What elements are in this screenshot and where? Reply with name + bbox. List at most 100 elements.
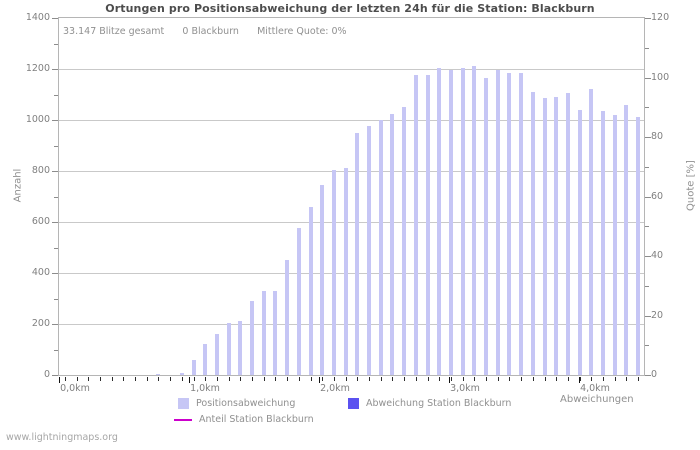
x-axis-tick <box>579 377 581 381</box>
x-axis-tick <box>603 377 605 381</box>
x-axis-tick <box>135 377 137 381</box>
bar <box>378 120 383 375</box>
legend-item[interactable]: Positionsabweichung <box>178 398 295 409</box>
gridline <box>59 273 644 274</box>
bar <box>589 89 594 375</box>
legend-swatch-icon <box>348 398 359 409</box>
x-axis-tick <box>345 377 347 381</box>
bar <box>519 72 524 375</box>
x-axis-tick <box>170 377 172 381</box>
x-axis-tick <box>88 377 90 381</box>
y-axis-left-tick-minor <box>54 298 58 300</box>
y-axis-right-tick-minor <box>645 285 649 287</box>
y-axis-left-tick-major <box>52 120 58 121</box>
bar <box>577 109 582 375</box>
y-axis-right-tick-minor <box>645 107 649 109</box>
bar <box>367 126 372 375</box>
x-axis-tick-major <box>579 377 580 383</box>
x-axis-tick <box>626 377 628 381</box>
y-axis-right-tick-major <box>645 77 651 79</box>
bar <box>179 372 184 375</box>
y-axis-left-tick-minor <box>54 349 58 351</box>
y-axis-right-label: 100 <box>651 71 670 83</box>
bar <box>273 290 278 375</box>
y-axis-right-tick-minor <box>645 226 649 228</box>
y-axis-left-label: 1000 <box>25 114 50 125</box>
bar <box>472 66 477 375</box>
y-axis-left-tick-major <box>52 324 58 325</box>
bar <box>156 373 161 375</box>
bar <box>507 72 512 375</box>
y-axis-right-tick-major <box>645 196 651 198</box>
y-axis-left-tick-major <box>52 69 58 70</box>
x-axis-tick <box>275 377 277 381</box>
y-axis-left-tick-major <box>52 171 58 172</box>
gridline <box>59 69 644 70</box>
y-axis-right-label: 80 <box>651 131 664 142</box>
x-axis-tick <box>181 377 183 381</box>
bar <box>402 107 407 375</box>
x-axis-tick <box>205 377 207 381</box>
x-axis-tick <box>322 377 324 381</box>
y-axis-left-label: 600 <box>31 216 50 227</box>
x-axis-tick <box>216 377 218 381</box>
bar <box>437 67 442 375</box>
plot-area: 33.147 Blitze gesamt 0 Blackburn Mittler… <box>58 17 645 376</box>
bar <box>191 359 196 375</box>
y-axis-left-tick-major <box>52 18 58 19</box>
y-axis-right-label: 0 <box>651 369 658 380</box>
x-axis-tick <box>64 377 66 381</box>
y-axis-left-tick-minor <box>54 145 58 147</box>
x-axis-tick-major <box>59 377 60 383</box>
y-axis-left-label: 400 <box>31 267 50 278</box>
x-axis-label: 3,0km <box>450 383 480 394</box>
x-axis-tick <box>392 377 394 381</box>
x-axis-tick <box>532 377 534 381</box>
y-axis-left-title: Anzahl <box>12 168 24 203</box>
bar <box>203 344 208 375</box>
x-axis-tick <box>287 377 289 381</box>
y-axis-left-tick-minor <box>54 196 58 198</box>
bar <box>296 228 301 375</box>
y-axis-left-tick-minor <box>54 43 58 45</box>
legend-item[interactable]: Abweichung Station Blackburn <box>348 398 511 409</box>
bar <box>542 98 547 375</box>
x-axis-tick-major <box>189 377 190 383</box>
y-axis-left-label: 0 <box>43 369 50 380</box>
y-axis-left-tick-major <box>52 222 58 223</box>
footer-watermark: www.lightningmaps.org <box>6 432 118 443</box>
x-axis-tick <box>474 377 476 381</box>
bar <box>226 322 231 375</box>
x-axis-tick <box>404 377 406 381</box>
bar <box>554 97 559 375</box>
y-axis-right-label: 120 <box>651 12 670 23</box>
y-axis-right-tick-major <box>645 315 651 317</box>
x-axis-tick <box>497 377 499 381</box>
x-axis-tick <box>638 377 640 381</box>
bar <box>285 260 290 375</box>
y-axis-left-label: 1200 <box>25 63 50 74</box>
bar <box>636 117 641 375</box>
x-axis-tick <box>357 377 359 381</box>
y-axis-right-tick-minor <box>645 345 649 347</box>
bar <box>413 75 418 375</box>
y-axis-right-label: 40 <box>651 250 664 261</box>
x-axis-tick <box>158 377 160 381</box>
y-axis-right-label: 60 <box>651 190 664 202</box>
gridline <box>59 171 644 172</box>
y-axis-right-title: Quote [%] <box>685 160 697 211</box>
y-axis-left-tick-minor <box>54 247 58 249</box>
bar <box>355 132 360 375</box>
bar <box>460 67 465 375</box>
x-axis-tick-major <box>319 377 320 383</box>
bar <box>530 91 535 375</box>
bar <box>238 321 243 375</box>
legend-item[interactable]: Anteil Station Blackburn <box>174 414 314 425</box>
x-axis-tick <box>415 377 417 381</box>
x-axis-tick <box>99 377 101 381</box>
y-axis-right-label: 20 <box>651 309 664 321</box>
bar <box>601 111 606 375</box>
x-axis-tick <box>298 377 300 381</box>
x-axis-tick <box>556 377 558 381</box>
